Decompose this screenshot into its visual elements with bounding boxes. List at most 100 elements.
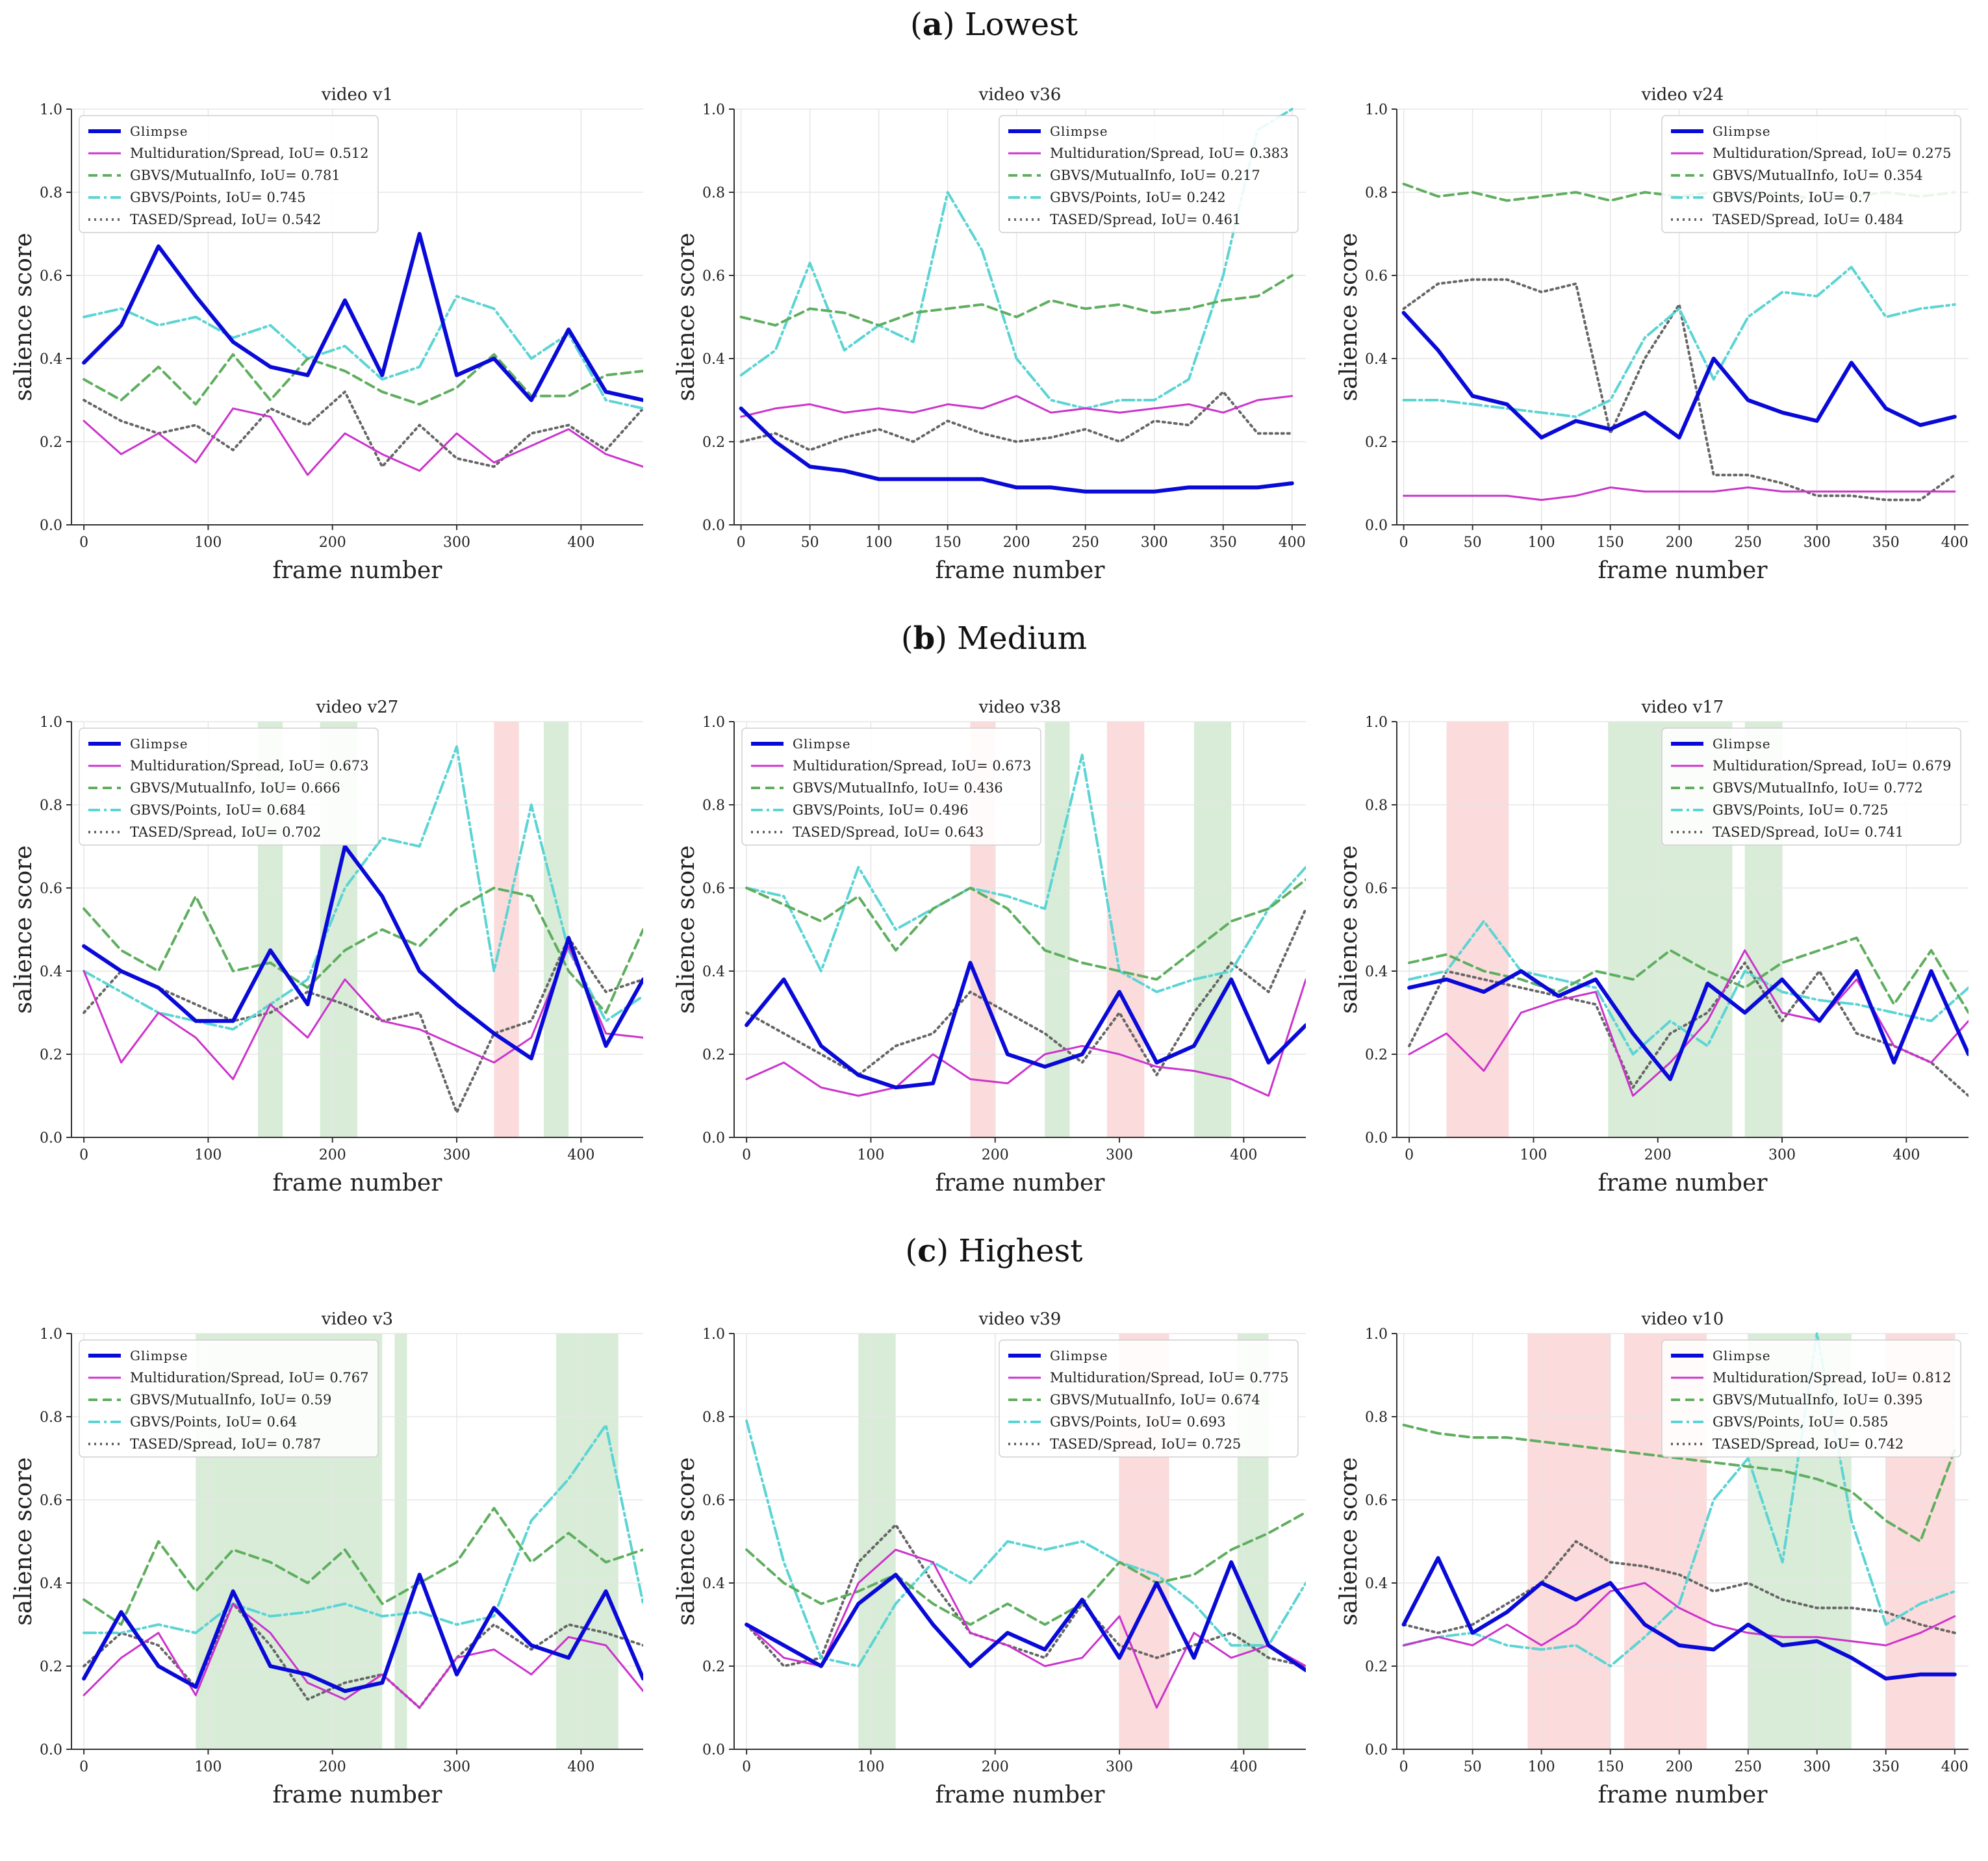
chart-panel-v10: video v10 0 50 100 150 200 250 300 350 400 0.0 0.2 0… [1332,1302,1982,1861]
x-tick-label: 300 [1803,1759,1831,1775]
x-tick-label: 100 [1528,1759,1555,1775]
series-line-multi [745,978,1306,1097]
chart-title: video v38 [978,698,1062,717]
y-axis-label: salience score [10,233,37,401]
y-tick-label: 0.0 [40,1130,62,1146]
chart-svg: video v17 0 100 200 300 400 0.0 0.2 0.4 0.6 0.8 1.0… [1336,698,1969,1196]
y-tick-label: 0.6 [1365,268,1388,285]
y-tick-label: 0.0 [702,518,725,534]
y-tick-label: 0.6 [1365,881,1388,897]
legend-label-gbvspts: GBVS/Points, IoU= 0.64 [130,1414,297,1430]
y-tick-label: 0.6 [702,1493,725,1509]
y-tick-label: 0.0 [40,518,62,534]
chart-panel-v3: video v3 0 100 200 300 400 0.0 0.2 0.4 0.6 0.8 1.0 f… [6,1302,656,1861]
y-tick-label: 1.0 [40,102,62,118]
region-green [556,1334,618,1749]
y-tick-label: 0.4 [702,1576,725,1592]
chart-panel-v36: video v36 0 50 100 150 200 250 300 350 400 0.0 0.2 0… [669,78,1319,637]
legend: Glimpse Multiduration/Spread, IoU= 0.673 G… [79,728,379,846]
y-tick-label: 0.0 [40,1742,62,1758]
section-title-b: (b) Medium [900,620,1088,657]
x-tick-label: 50 [1464,1759,1482,1775]
y-axis-label: salience score [673,845,700,1013]
chart-svg: video v39 0 100 200 300 400 0.0 0.2 0.4 0.6 0.8 1.0… [673,1310,1306,1808]
x-tick-label: 250 [1735,1759,1762,1775]
x-tick-label: 100 [1528,535,1555,551]
region-green [1193,722,1232,1137]
chart-svg: video v27 0 100 200 300 400 0.0 0.2 0.4 0.6 0.8 1.0… [10,698,643,1196]
legend-label-gbvspts: GBVS/Points, IoU= 0.725 [1713,802,1889,818]
x-tick-label: 100 [857,1147,884,1163]
y-tick-label: 0.2 [40,1659,62,1675]
region-green [1045,722,1070,1137]
y-tick-label: 0.8 [40,1410,62,1426]
chart-svg: video v36 0 50 100 150 200 250 300 350 400 0.0 0.2 0… [673,85,1306,584]
series-line-glimpse [82,232,643,402]
x-tick-label: 50 [801,535,819,551]
series-line-gbvspts [745,1419,1306,1667]
legend-label-glimpse: Glimpse [130,1348,188,1363]
series-line-tased [745,1523,1306,1667]
x-tick-label: 100 [194,1759,222,1775]
x-tick-label: 200 [319,1759,346,1775]
series-line-gbvsmi [739,274,1293,327]
x-tick-label: 400 [1230,1759,1257,1775]
x-tick-label: 300 [443,1759,470,1775]
y-tick-label: 0.4 [40,351,62,368]
legend-label-gbvsmi: GBVS/MutualInfo, IoU= 0.666 [130,780,340,796]
x-axis-label: frame number [1598,1782,1768,1808]
x-tick-label: 300 [443,535,470,551]
x-axis-label: frame number [936,1170,1106,1196]
chart-panel-v1: video v1 0 100 200 300 400 0.0 0.2 0.4 0.6 0.8 1.0 f… [6,78,656,637]
x-tick-label: 200 [1666,1759,1693,1775]
x-tick-label: 150 [934,535,962,551]
x-tick-label: 400 [1230,1147,1257,1163]
legend-label-gbvspts: GBVS/Points, IoU= 0.242 [1050,190,1226,205]
legend: Glimpse Multiduration/Spread, IoU= 0.383 G… [999,115,1299,233]
y-tick-label: 0.4 [40,1576,62,1592]
y-tick-label: 0.2 [40,1047,62,1063]
x-tick-label: 100 [865,535,893,551]
legend-label-gbvsmi: GBVS/MutualInfo, IoU= 0.354 [1713,168,1923,183]
chart-title: video v10 [1641,1310,1724,1329]
x-tick-label: 300 [1106,1147,1133,1163]
x-tick-label: 400 [567,1147,594,1163]
y-axis-label: salience score [673,1457,700,1625]
x-tick-label: 0 [742,1147,751,1163]
legend-label-gbvspts: GBVS/Points, IoU= 0.7 [1713,190,1871,205]
x-tick-label: 100 [1520,1147,1547,1163]
series-line-gbvspts [83,745,643,1031]
chart-title: video v1 [321,85,393,105]
x-tick-label: 200 [1644,1147,1672,1163]
legend-label-tased: TASED/Spread, IoU= 0.742 [1713,1436,1904,1452]
y-axis-label: salience score [1336,1457,1362,1625]
region-red [1527,1334,1611,1749]
x-tick-label: 350 [1210,535,1237,551]
legend: Glimpse Multiduration/Spread, IoU= 0.775 G… [999,1339,1299,1458]
chart-title: video v27 [316,698,399,717]
x-tick-label: 300 [1141,535,1168,551]
chart-title: video v36 [978,85,1062,105]
series-line-gbvspts [745,753,1306,993]
legend-label-tased: TASED/Spread, IoU= 0.643 [793,824,984,840]
legend: Glimpse Multiduration/Spread, IoU= 0.275 G… [1661,115,1961,233]
legend-box [1661,728,1961,846]
y-axis-label: salience score [673,233,700,401]
legend-box [999,1339,1299,1458]
x-tick-label: 0 [79,1147,88,1163]
series-line-tased [739,390,1293,451]
legend-label-gbvsmi: GBVS/MutualInfo, IoU= 0.674 [1050,1392,1260,1408]
chart-svg: video v3 0 100 200 300 400 0.0 0.2 0.4 0.6 0.8 1.0 f… [10,1310,643,1808]
series-line-gbvsmi [745,878,1306,981]
region-green [858,1334,896,1749]
legend-label-gbvspts: GBVS/Points, IoU= 0.585 [1713,1414,1889,1430]
x-tick-label: 50 [1464,535,1482,551]
y-tick-label: 0.6 [40,881,62,897]
legend-label-glimpse: Glimpse [130,123,188,139]
y-tick-label: 1.0 [40,1326,62,1343]
legend-box [999,115,1299,233]
y-tick-label: 0.0 [1365,1130,1388,1146]
chart-panel-v17: video v17 0 100 200 300 400 0.0 0.2 0.4 0.6 0.8 1.0… [1332,690,1982,1249]
legend-box [1661,115,1961,233]
legend-label-tased: TASED/Spread, IoU= 0.725 [1050,1436,1241,1452]
